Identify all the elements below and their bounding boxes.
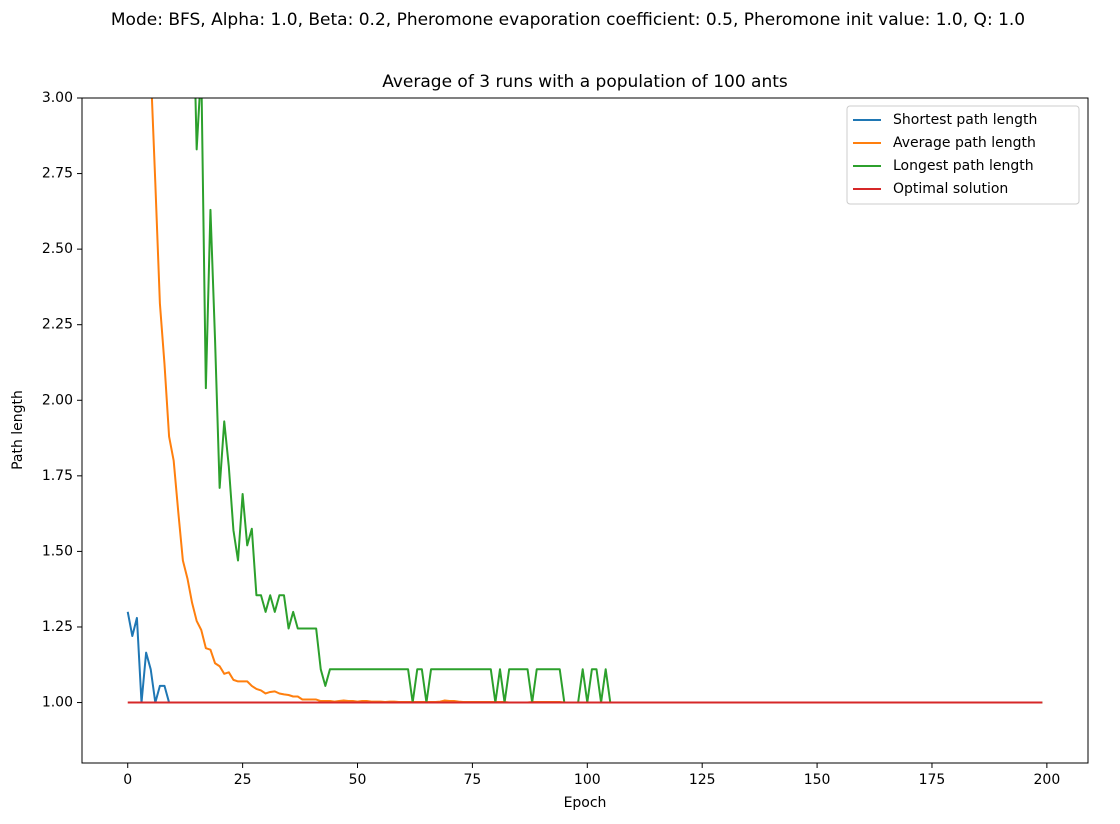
x-tick-label: 75 (463, 772, 481, 788)
y-tick-label: 2.25 (42, 317, 73, 333)
y-tick-label: 2.75 (42, 166, 73, 182)
x-axis-label: Epoch (564, 795, 607, 811)
legend-label: Average path length (893, 135, 1036, 151)
legend-label: Shortest path length (893, 112, 1037, 128)
y-tick-label: 2.00 (42, 392, 73, 408)
series-line (150, 98, 1043, 704)
legend-label: Longest path length (893, 158, 1034, 174)
y-tick-label: 2.50 (42, 241, 73, 257)
legend-label: Optimal solution (893, 181, 1008, 197)
x-tick-label: 125 (689, 772, 716, 788)
y-tick-label: 1.25 (42, 619, 73, 635)
y-tick-label: 1.50 (42, 543, 73, 559)
x-tick-label: 175 (919, 772, 946, 788)
x-tick-label: 200 (1034, 772, 1061, 788)
x-tick-label: 0 (123, 772, 132, 788)
x-tick-label: 50 (349, 772, 367, 788)
x-tick-label: 25 (234, 772, 252, 788)
legend-box (846, 105, 1080, 205)
axes-frame (81, 97, 1089, 764)
x-tick-label: 150 (804, 772, 831, 788)
y-tick-label: 1.75 (42, 468, 73, 484)
suptitle: Mode: BFS, Alpha: 1.0, Beta: 0.2, Pherom… (111, 10, 1025, 30)
chart-title: Average of 3 runs with a population of 1… (382, 72, 788, 92)
series-line (194, 98, 1043, 704)
plot-area (126, 98, 1043, 704)
x-tick-label: 100 (574, 772, 601, 788)
y-tick-label: 1.00 (42, 695, 73, 711)
y-tick-label: 3.00 (42, 90, 73, 106)
y-axis-label: Path length (10, 390, 26, 470)
